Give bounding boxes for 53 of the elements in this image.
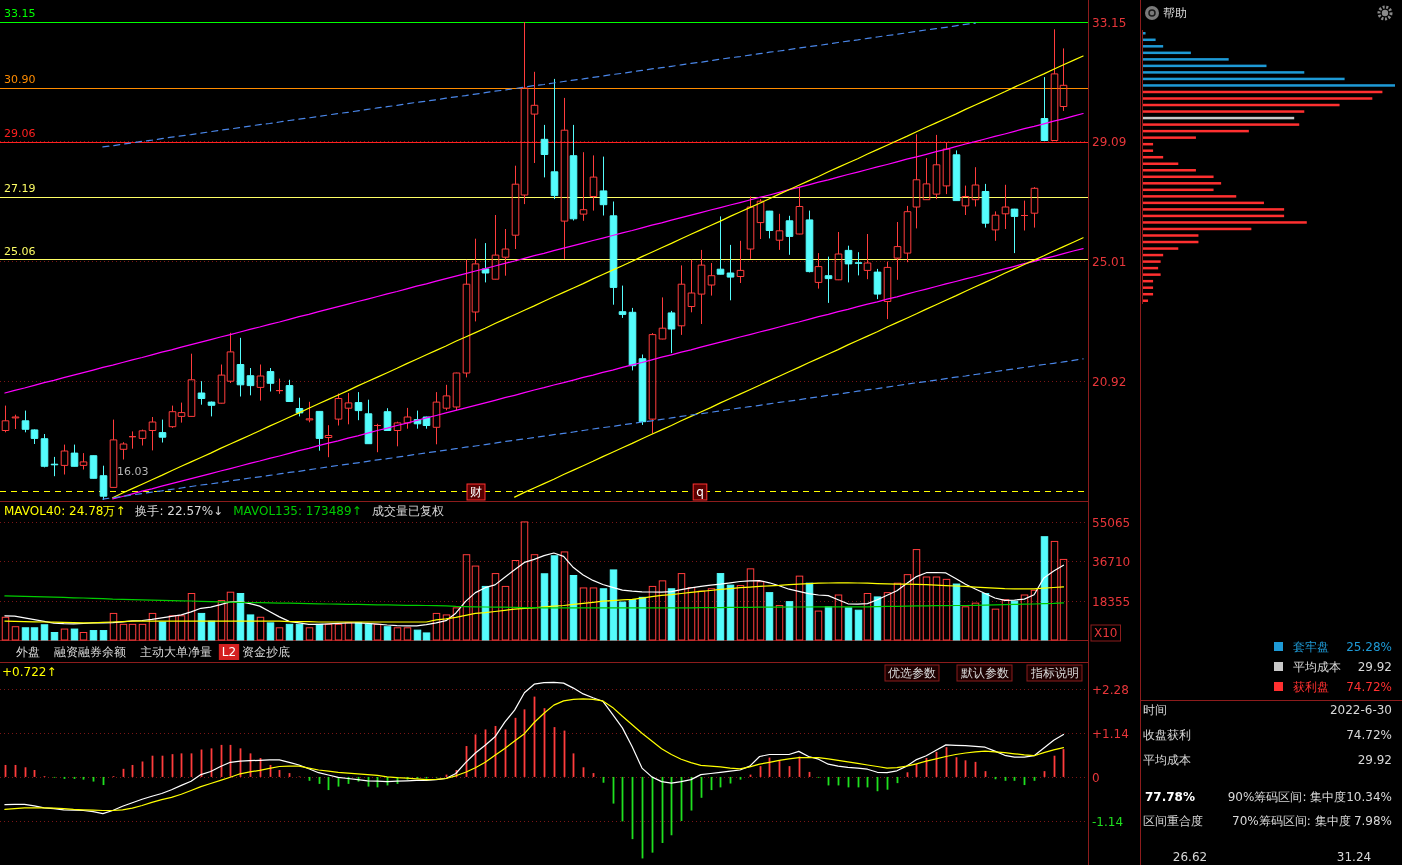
y-tick-label: 20.92: [1092, 374, 1127, 389]
text: 时间: [1143, 703, 1167, 717]
text: 77.78%: [1145, 790, 1195, 804]
annotation: 财: [470, 485, 482, 499]
text: 29.92: [1357, 753, 1392, 767]
ref-line-label: 25.06: [4, 244, 36, 258]
text: 区间重合度: [1143, 814, 1203, 828]
annotation: q: [696, 485, 704, 499]
text: 26.62: [1172, 850, 1208, 864]
legend-label: 套牢盘: [1293, 640, 1329, 654]
ref-line-label: 27.19: [4, 182, 36, 196]
text: 74.72%: [1346, 728, 1392, 742]
y-axis-title: X10: [1094, 626, 1118, 640]
text: 2022-6-30: [1329, 703, 1392, 717]
text: 融资融券余额: [54, 645, 126, 659]
legend-label: 获利盘: [1293, 680, 1329, 694]
y-tick-label: 29.09: [1092, 134, 1127, 149]
annotation: 成交量已复权: [371, 504, 444, 518]
text: 收盘获利: [1143, 728, 1191, 742]
y-tick-label: 0: [1092, 770, 1100, 785]
annotation: 指标说明: [1030, 666, 1079, 680]
annotation: +0.722↑: [2, 665, 57, 679]
annotation: 优选参数: [888, 666, 936, 680]
text: 31.24: [1336, 850, 1372, 864]
text: 70%筹码区间: 集中度: [1232, 814, 1351, 828]
y-tick-label: 55065: [1092, 515, 1131, 530]
text: L2: [221, 645, 237, 659]
ref-line-label: 33.15: [4, 7, 36, 21]
chart-title: 帮助: [1163, 6, 1187, 20]
text: 平均成本: [1143, 753, 1191, 767]
annotation: 默认参数: [960, 666, 1009, 680]
text: 主动大单净量: [140, 645, 212, 659]
ref-line-label: 29.06: [4, 127, 36, 141]
legend-label: 平均成本: [1293, 660, 1341, 674]
y-tick-label: +1.14: [1092, 726, 1129, 741]
text: 外盘: [16, 645, 40, 659]
text: 25.28%: [1346, 640, 1392, 654]
text: 资金抄底: [242, 645, 290, 659]
text: MAVOL40: 24.78万↑: [4, 504, 126, 518]
text: 74.72%: [1346, 680, 1392, 694]
text: 90%筹码区间: 集中度10.34%: [1227, 790, 1392, 804]
y-tick-label: 25.01: [1092, 254, 1127, 269]
annotation: 16.03: [116, 465, 149, 479]
text: 29.92: [1357, 660, 1392, 674]
y-tick-label: 36710: [1092, 554, 1131, 569]
annotation: 换手: 22.57%↓: [135, 504, 224, 518]
y-tick-label: -1.14: [1092, 814, 1124, 829]
y-tick-label: 18355: [1092, 594, 1131, 609]
text: 7.98%: [1353, 814, 1392, 828]
text: MAVOL135: 173489↑: [233, 504, 362, 518]
ref-line-label: 30.90: [4, 73, 36, 87]
y-tick-label: +2.28: [1092, 682, 1129, 697]
y-tick-label: 33.15: [1092, 15, 1127, 30]
